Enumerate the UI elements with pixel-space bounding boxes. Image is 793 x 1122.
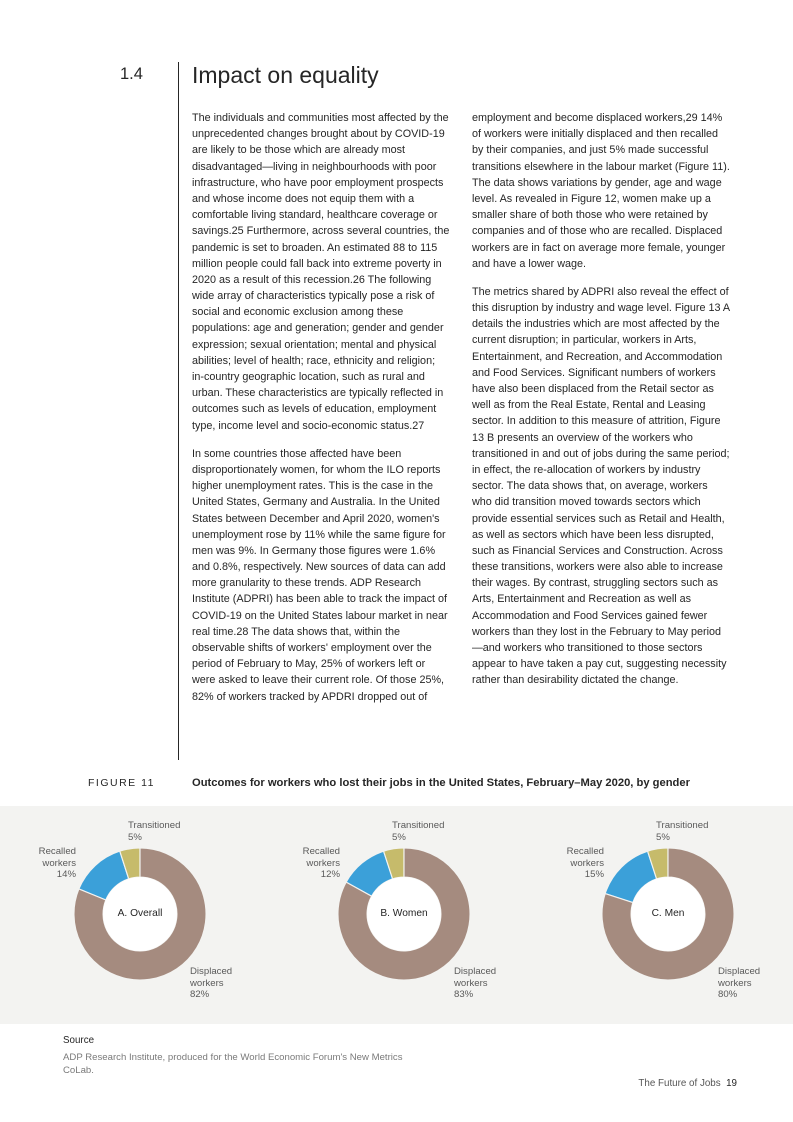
donut-chart-overall: A. Overall Recalledworkers14% Transition… (0, 806, 264, 1024)
section-number: 1.4 (120, 62, 143, 87)
slice-label: Recalledworkers12% (288, 846, 340, 881)
donut-center-label: A. Overall (72, 906, 208, 921)
slice-label: Transitioned5% (656, 820, 708, 843)
slice-label: Recalledworkers15% (552, 846, 604, 881)
donut-center-label: B. Women (336, 906, 472, 921)
donut-chart-women: B. Women Recalledworkers12% Transitioned… (264, 806, 528, 1024)
chart-band: A. Overall Recalledworkers14% Transition… (0, 806, 793, 1024)
slice-label: Displacedworkers83% (454, 966, 496, 1001)
source-head: Source (63, 1034, 403, 1049)
page: 1.4 Impact on equality The individuals a… (0, 0, 793, 1122)
footer-page-number: 19 (726, 1078, 737, 1089)
slice-label: Recalledworkers14% (24, 846, 76, 881)
body-text: The individuals and communities most aff… (192, 110, 730, 705)
slice-label: Displacedworkers82% (190, 966, 232, 1001)
source-block: Source ADP Research Institute, produced … (63, 1034, 403, 1078)
source-body: ADP Research Institute, produced for the… (63, 1052, 403, 1078)
figure-label: FIGURE 11 (88, 776, 155, 792)
section-title: Impact on equality (192, 58, 379, 93)
vertical-rule (178, 62, 179, 760)
footer-doc-title: The Future of Jobs (638, 1078, 720, 1089)
body-para: The metrics shared by ADPRI also reveal … (472, 284, 730, 689)
slice-label: Transitioned5% (128, 820, 180, 843)
page-footer: The Future of Jobs 19 (638, 1077, 737, 1092)
slice-label: Displacedworkers80% (718, 966, 760, 1001)
body-para: The individuals and communities most aff… (192, 110, 450, 434)
donut-center-label: C. Men (600, 906, 736, 921)
donut-chart-men: C. Men Recalledworkers15% Transitioned5%… (528, 806, 792, 1024)
slice-label: Transitioned5% (392, 820, 444, 843)
figure-title: Outcomes for workers who lost their jobs… (192, 775, 742, 792)
